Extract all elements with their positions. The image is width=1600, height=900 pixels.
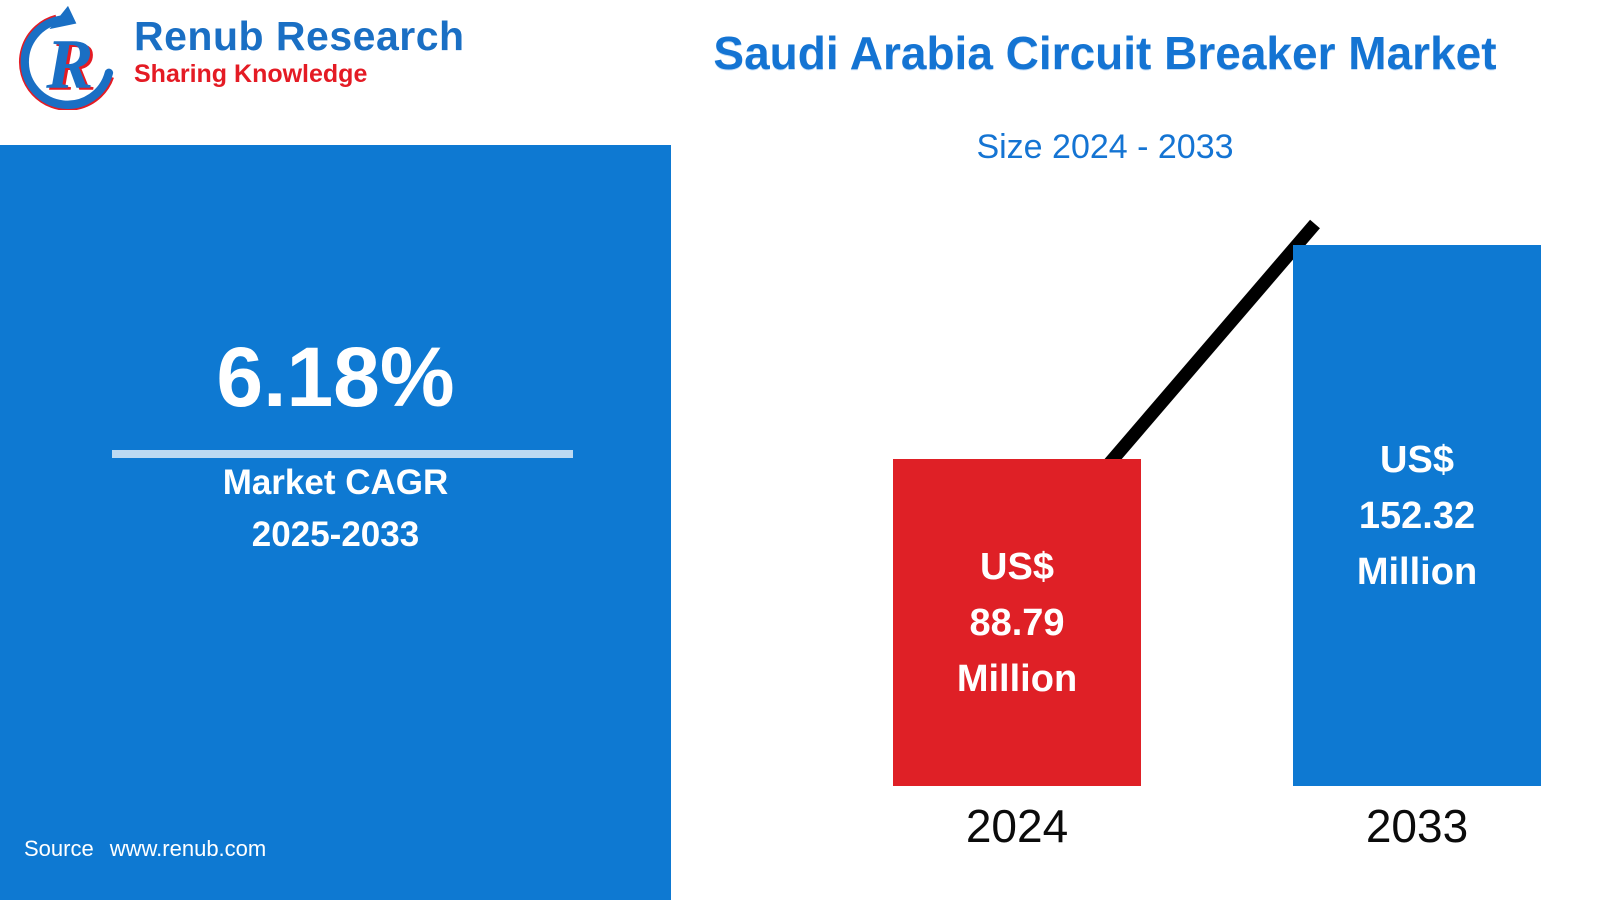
chart-subtitle: Size 2024 - 2033: [976, 128, 1234, 166]
chart-title: Saudi Arabia Circuit Breaker Market: [713, 27, 1497, 79]
x-axis-label-2033: 2033: [1365, 800, 1469, 852]
cagr-value: 6.18%: [216, 330, 455, 424]
bar-2024-label-value: 88.79: [969, 601, 1065, 644]
cagr-caption-line2: 2025-2033: [251, 515, 420, 554]
bar-2033-label-unit: Million: [1356, 550, 1478, 593]
source-line: Source www.renub.com: [24, 835, 266, 863]
brand-tagline: Sharing Knowledge: [134, 60, 368, 88]
bar-2033-label-currency: US$: [1380, 438, 1454, 481]
cagr-caption-line1: Market CAGR: [222, 463, 449, 502]
panel-divider: [112, 450, 573, 458]
bar-2024-label-currency: US$: [980, 545, 1054, 588]
x-axis-label-2024: 2024: [965, 800, 1069, 852]
bar-2033-label-value: 152.32: [1358, 494, 1476, 537]
cagr-panel: 6.18% Market CAGR 2025-2033 Source www.re…: [0, 145, 671, 900]
logo-monogram-shadow: R: [48, 28, 96, 106]
bar-2033: US$ 152.32 Million: [1293, 245, 1541, 786]
logo: R R Renub Research Sharing Knowledge: [12, 4, 465, 110]
bar-2024-label-unit: Million: [956, 657, 1078, 700]
logo-monogram: R: [45, 26, 93, 104]
source-label: Source: [24, 836, 94, 861]
bar-2024: US$ 88.79 Million: [893, 459, 1141, 786]
brand-name: Renub Research: [134, 13, 465, 59]
circular-arrow-r-icon: R R: [18, 5, 114, 110]
logo-text: Renub Research Sharing Knowledge: [134, 4, 465, 88]
source-url: www.renub.com: [109, 836, 267, 861]
